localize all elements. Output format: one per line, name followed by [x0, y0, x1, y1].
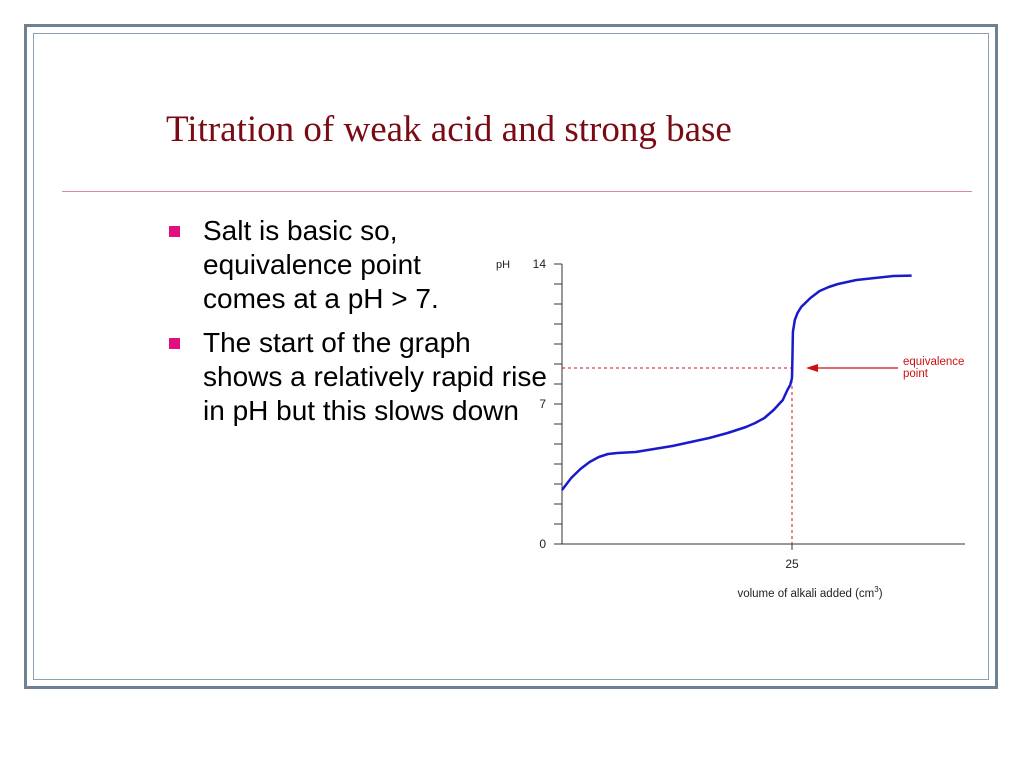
- x-axis-label-superscript: 3: [874, 585, 879, 594]
- slide-frame-outer: [24, 24, 998, 689]
- bullet-text: The start of the graph shows a relativel…: [203, 327, 547, 426]
- y-tick-label: 0: [539, 537, 546, 551]
- y-tick-label: 14: [533, 257, 547, 271]
- slide-frame-inner: [33, 33, 989, 680]
- x-axis-label-end: ): [879, 588, 883, 600]
- bullet-item: Salt is basic so, equivalence point come…: [166, 214, 503, 316]
- square-bullet-icon: [169, 226, 180, 237]
- slide-title: Titration of weak acid and strong base: [166, 109, 732, 150]
- bullet-list: Salt is basic so, equivalence point come…: [166, 214, 556, 438]
- x-axis-label: volume of alkali added (cm3): [737, 585, 882, 600]
- arrow-head-icon: [806, 364, 818, 372]
- square-bullet-icon: [169, 338, 180, 349]
- titration-chart: 0 7 14 25 pH volume of alkali added (cm3) equi…: [496, 257, 965, 600]
- title-divider: [62, 191, 972, 192]
- x-tick-label: 25: [785, 557, 799, 571]
- bullet-text: Salt is basic so, equivalence point come…: [203, 215, 439, 314]
- x-axis-label-text: volume of alkali added (cm: [737, 588, 874, 600]
- titration-curve: [561, 274, 912, 491]
- bullet-item: The start of the graph shows a relativel…: [166, 326, 548, 428]
- y-axis-label: pH: [496, 259, 510, 271]
- equivalence-label-line1: equivalence: [903, 356, 964, 368]
- y-tick-label: 7: [539, 397, 546, 411]
- equivalence-label-line2: point: [903, 368, 929, 380]
